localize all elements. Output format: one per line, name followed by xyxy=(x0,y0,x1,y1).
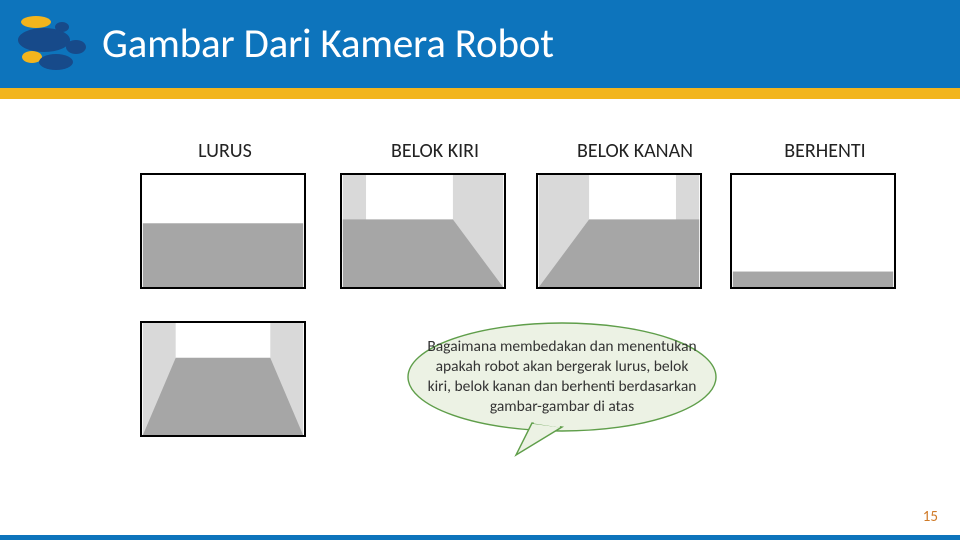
camera-view-lurus xyxy=(140,173,306,289)
panel-labels-row: LURUS BELOK KIRI BELOK KANAN BERHENTI xyxy=(0,139,960,163)
panel-label: BERHENTI xyxy=(735,139,915,163)
page-number: 15 xyxy=(923,508,938,526)
callout-bubble: Bagaimana membedakan dan menentukan apak… xyxy=(404,321,720,457)
slide-title: Gambar Dari Kamera Robot xyxy=(102,19,554,69)
accent-bar xyxy=(0,88,960,99)
footer-line xyxy=(0,535,960,540)
camera-view-berhenti xyxy=(730,173,896,289)
camera-view-belok-kiri xyxy=(340,173,506,289)
camera-view-belok-kanan xyxy=(536,173,702,289)
panel-label: LURUS xyxy=(135,139,315,163)
logo xyxy=(14,13,92,75)
camera-view-lurus-close xyxy=(140,321,306,437)
slide-header: Gambar Dari Kamera Robot xyxy=(0,0,960,88)
callout-text: Bagaimana membedakan dan menentukan apak… xyxy=(404,321,720,433)
panel-label: BELOK KANAN xyxy=(545,139,725,163)
slide-body: LURUS BELOK KIRI BELOK KANAN BERHENTI xyxy=(0,99,960,540)
panel-label: BELOK KIRI xyxy=(345,139,525,163)
